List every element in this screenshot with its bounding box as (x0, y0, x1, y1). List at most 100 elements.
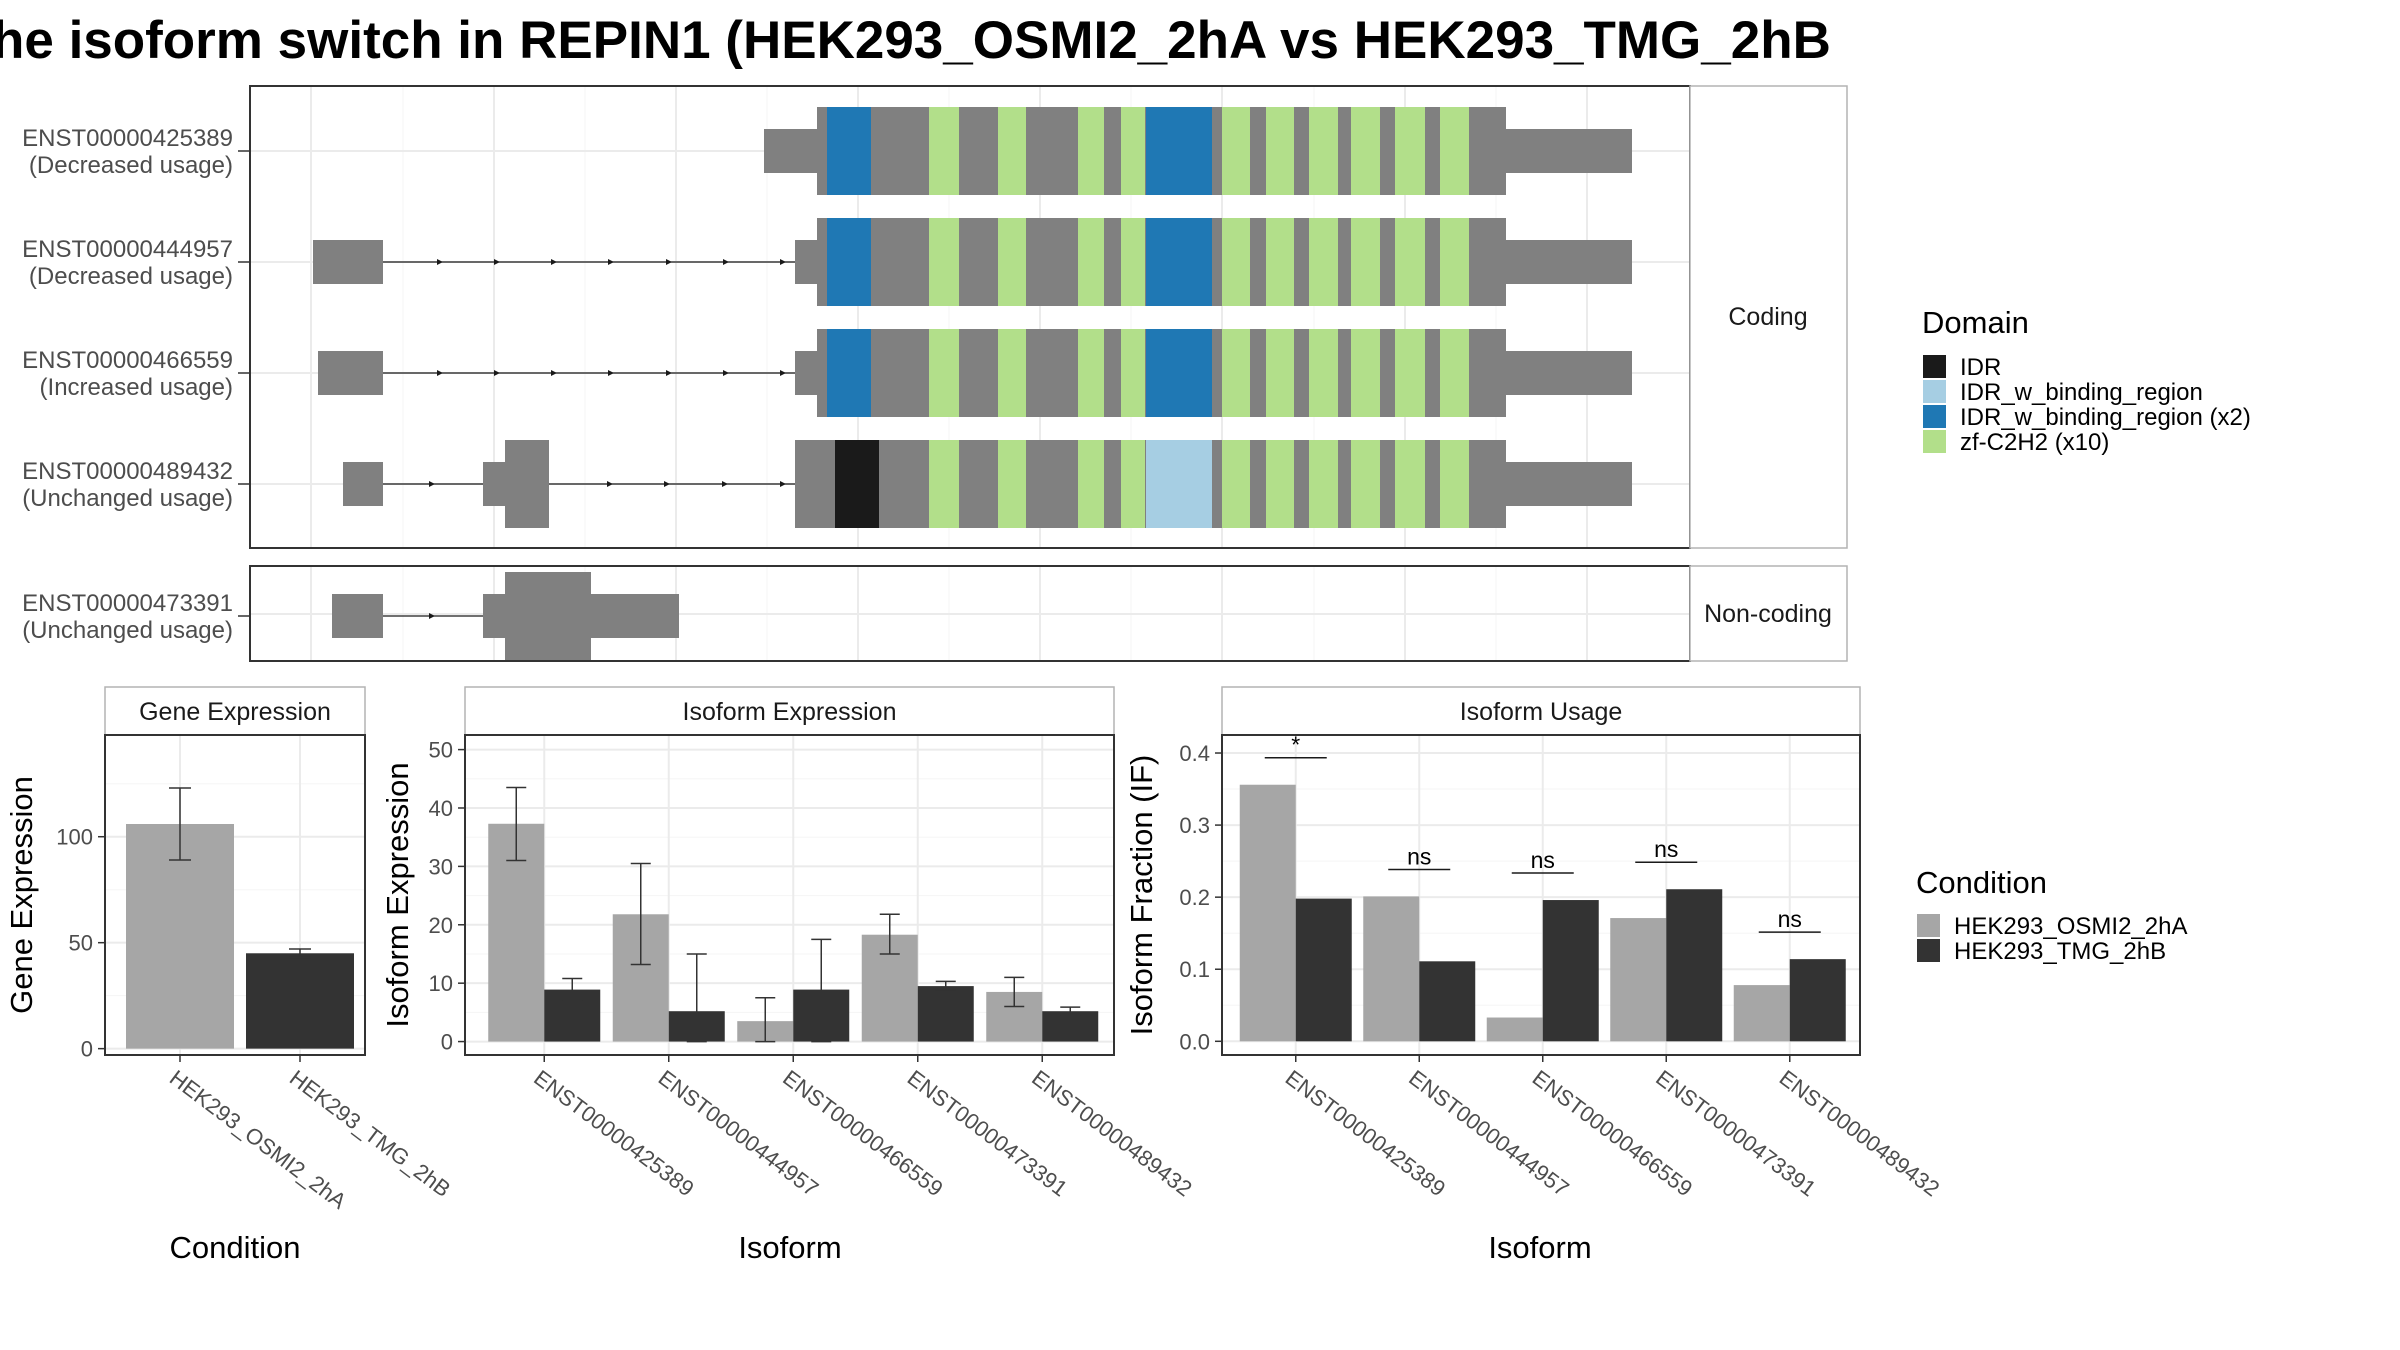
cds-exon (1469, 107, 1506, 195)
domain-legend-label: IDR_w_binding_region (x2) (1960, 404, 2251, 431)
domain-idr (835, 440, 879, 528)
domain-idr-w-binding-region (827, 107, 871, 195)
domain-zf-c2h2 (1222, 329, 1250, 417)
utr-exon (795, 240, 817, 284)
intron-direction-arrow (437, 370, 443, 376)
isoform-usage-chart: Isoform Usage*ns ns nsns0.00.10.20.30.4ENS… (1124, 686, 1944, 1265)
noncoding-exon (483, 594, 505, 638)
noncoding-exon (332, 594, 383, 638)
domain-zf-c2h2 (1309, 107, 1338, 195)
domain-idr-w-binding-region (827, 218, 871, 306)
y-axis-title: Isoform Expression (380, 762, 415, 1027)
utr-exon (764, 129, 817, 173)
noncoding-exon (591, 594, 679, 638)
domain-zf-c2h2 (1351, 329, 1380, 417)
domain-zf-c2h2 (1351, 440, 1380, 528)
utr-exon (343, 462, 383, 506)
condition-legend-label: HEK293_OSMI2_2hA (1954, 913, 2187, 940)
domain-zf-c2h2 (1395, 107, 1425, 195)
noncoding-exon (505, 572, 591, 660)
y-axis-title: Isoform Fraction (IF) (1124, 755, 1159, 1036)
condition-legend-key (1917, 939, 1940, 962)
y-tick-label: 50 (69, 931, 93, 956)
bar (1542, 900, 1599, 1042)
significance-label: ns (1531, 847, 1555, 873)
domain-zf-c2h2 (1440, 329, 1469, 417)
panel-strip (464, 686, 1115, 736)
transcript-structure-plot: Coding Non-coding ENST00000425389(Decrea… (22, 85, 1848, 662)
domain-zf-c2h2 (1440, 440, 1469, 528)
significance-label: * (1291, 732, 1300, 758)
panel-strip (1221, 686, 1861, 736)
panel-title: Gene Expression (139, 698, 331, 726)
domain-zf-c2h2 (1266, 440, 1294, 528)
domain-zf-c2h2 (1222, 107, 1250, 195)
utr-exon (318, 351, 383, 395)
domain-zf-c2h2 (1121, 440, 1145, 528)
utr-exon (1506, 129, 1632, 173)
utr-exon (313, 240, 383, 284)
transcript-id-label: ENST00000466559 (22, 347, 233, 374)
domain-zf-c2h2 (1309, 329, 1338, 417)
domain-zf-c2h2 (929, 440, 959, 528)
y-tick-label: 50 (429, 738, 453, 763)
cds-exon (1469, 218, 1506, 306)
intron-direction-arrow (607, 481, 613, 487)
domain-zf-c2h2 (1222, 440, 1250, 528)
utr-exon (1506, 240, 1632, 284)
transcript-labels: ENST00000425389(Decreased usage)ENST0000… (22, 125, 250, 644)
domain-zf-c2h2 (929, 218, 959, 306)
bar (1610, 918, 1667, 1042)
domain-legend-label: IDR_w_binding_region (1960, 379, 2203, 406)
bar (917, 986, 974, 1042)
domain-idr-w-binding-region (1146, 440, 1212, 528)
domain-zf-c2h2 (929, 329, 959, 417)
transcript-usage-label: (Unchanged usage) (22, 485, 233, 512)
intron-direction-arrow (664, 481, 670, 487)
x-axis-title: Isoform (738, 1230, 841, 1265)
bar (1363, 896, 1420, 1042)
intron-direction-arrow (722, 481, 728, 487)
y-tick-label: 20 (429, 913, 453, 938)
intron-direction-arrow (429, 481, 435, 487)
y-tick-label: 40 (429, 796, 453, 821)
intron-direction-arrow (551, 259, 557, 265)
domain-legend-title: Domain (1922, 305, 2029, 340)
condition-legend-title: Condition (1916, 865, 2047, 900)
domain-idr-w-binding-region (1146, 107, 1212, 195)
condition-legend-key (1917, 914, 1940, 937)
bar (1042, 1011, 1099, 1042)
domain-zf-c2h2 (1078, 218, 1104, 306)
bar (1789, 959, 1846, 1042)
x-axis-title: Isoform (1488, 1230, 1591, 1265)
cds-exon (505, 440, 549, 528)
transcript-usage-label: (Decreased usage) (29, 152, 233, 179)
transcript-usage-label: (Decreased usage) (29, 263, 233, 290)
y-tick-label: 0.0 (1179, 1029, 1210, 1054)
panel-border (1221, 734, 1861, 1056)
domain-legend: Domain IDRIDR_w_binding_regionIDR_w_bind… (1922, 305, 2251, 456)
y-tick-label: 0.4 (1179, 741, 1210, 766)
domain-idr-w-binding-region (1146, 218, 1212, 306)
bar (1239, 784, 1296, 1042)
intron-direction-arrow (437, 259, 443, 265)
utr-exon (1506, 462, 1632, 506)
domain-zf-c2h2 (1351, 218, 1380, 306)
transcript-usage-label: (Unchanged usage) (22, 617, 233, 644)
transcript-id-label: ENST00000425389 (22, 125, 233, 152)
bar (1666, 889, 1723, 1042)
domain-zf-c2h2 (1078, 440, 1104, 528)
utr-exon (1506, 351, 1632, 395)
domain-zf-c2h2 (1222, 218, 1250, 306)
domain-zf-c2h2 (1121, 329, 1145, 417)
bar (1733, 985, 1790, 1042)
panel-title: Isoform Expression (683, 698, 897, 726)
domain-zf-c2h2 (1078, 107, 1104, 195)
isoform-expression-chart: Isoform Expression01020304050ENST0000042… (380, 686, 1197, 1265)
intron-direction-arrow (780, 370, 786, 376)
domain-legend-key (1923, 405, 1946, 428)
significance-label: ns (1407, 843, 1431, 869)
y-tick-label: 0 (441, 1030, 453, 1055)
